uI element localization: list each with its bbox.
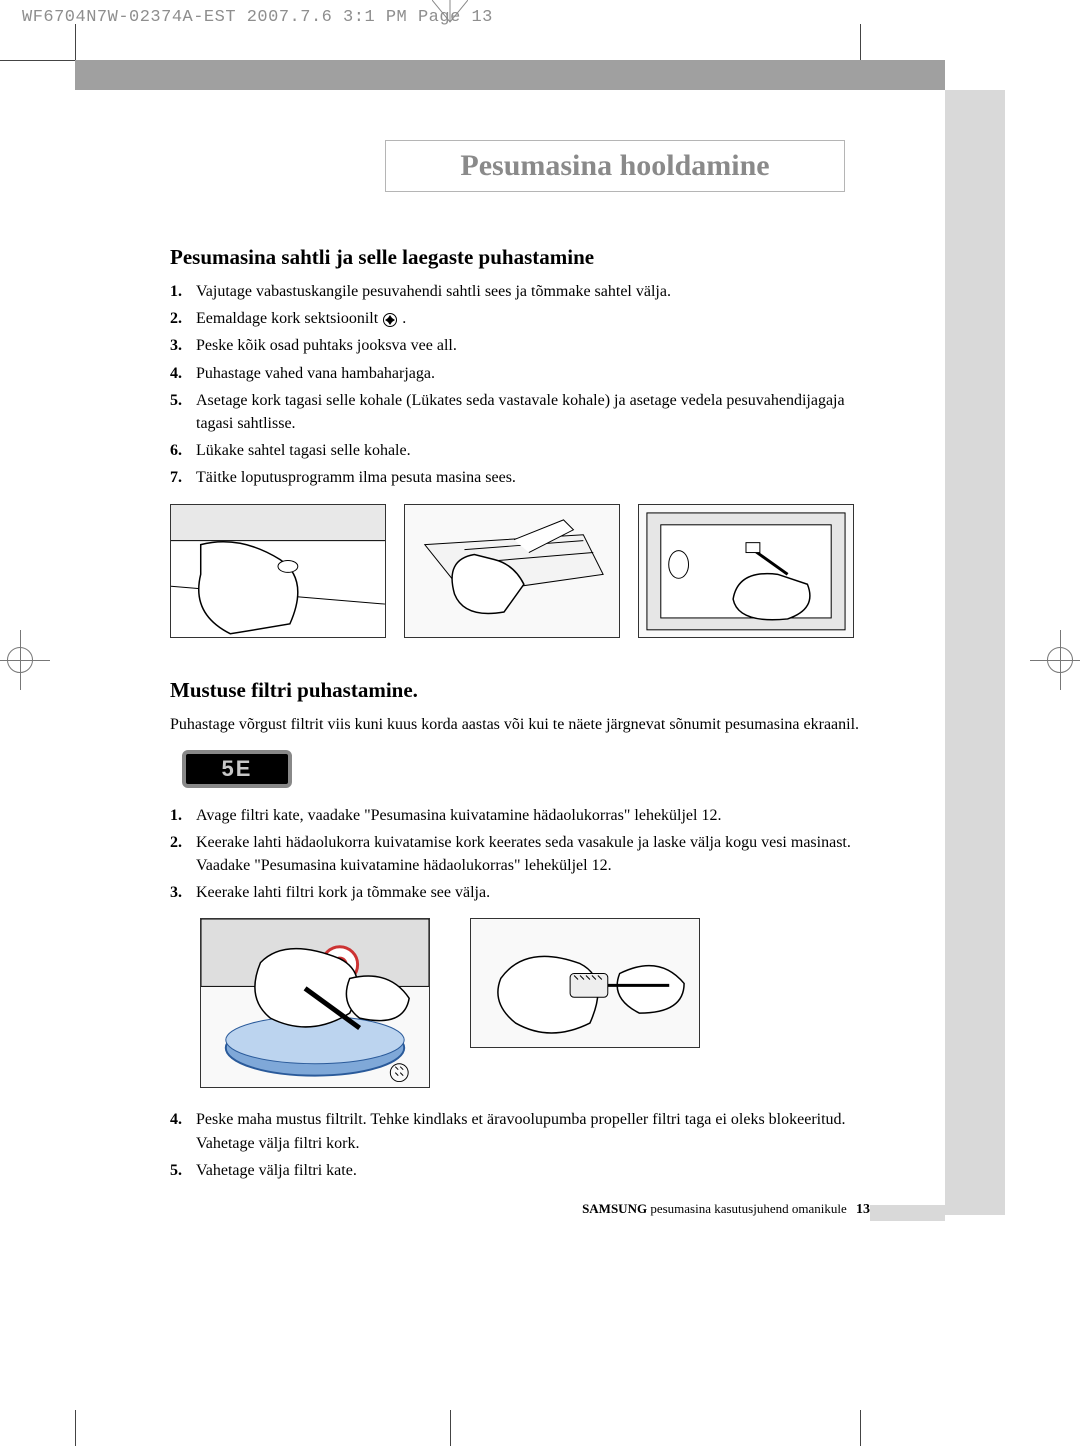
list-text: Peske maha mustus filtrilt. Tehke kindla… xyxy=(196,1111,846,1151)
illustration-drawer-press xyxy=(170,504,386,638)
illustration-row-1 xyxy=(170,504,870,638)
crop-mark xyxy=(450,1410,451,1446)
crop-mark xyxy=(0,60,75,61)
section2-list-b: 4.Peske maha mustus filtrilt. Tehke kind… xyxy=(170,1108,870,1182)
list-item: 4.Puhastage vahed vana hambaharjaga. xyxy=(170,362,870,385)
side-grey-bar xyxy=(945,90,1005,1215)
page-title: Pesumasina hooldamine xyxy=(460,149,769,183)
illustration-row-2 xyxy=(200,918,870,1088)
softener-icon xyxy=(382,312,398,328)
crop-mark xyxy=(860,1410,861,1446)
section2-list-a: 1.Avage filtri kate, vaadake "Pesumasina… xyxy=(170,804,870,905)
list-item: 4.Peske maha mustus filtrilt. Tehke kind… xyxy=(170,1108,870,1154)
list-item: 3.Keerake lahti filtri kork ja tõmmake s… xyxy=(170,881,870,904)
list-text: Vajutage vabastuskangile pesuvahendi sah… xyxy=(196,283,671,300)
list-text: Täitke loputusprogramm ilma pesuta masin… xyxy=(196,469,516,486)
crop-mark xyxy=(75,1410,76,1446)
illustration-drawer-wash xyxy=(404,504,620,638)
list-text: Keerake lahti filtri kork ja tõmmake see… xyxy=(196,884,490,901)
list-item: 5.Asetage kork tagasi selle kohale (Lüka… xyxy=(170,389,870,435)
error-code: 5E xyxy=(222,756,253,782)
registration-mark-icon xyxy=(1030,630,1080,690)
illustration-filter-clean xyxy=(470,918,700,1048)
list-text: Keerake lahti hädaolukorra kuivatamise k… xyxy=(196,834,851,874)
section2-lead: Puhastage võrgust filtrit viis kuni kuus… xyxy=(170,713,870,736)
crop-mark xyxy=(75,24,76,60)
list-item: 5.Vahetage välja filtri kate. xyxy=(170,1159,870,1182)
header-grey-bar xyxy=(75,60,945,90)
list-text: Eemaldage kork sektsioonilt xyxy=(196,310,382,327)
footer-text: pesumasina kasutusjuhend omanikule xyxy=(647,1201,847,1216)
footer-grey-bar xyxy=(870,1205,945,1221)
list-item: 1.Vajutage vabastuskangile pesuvahendi s… xyxy=(170,280,870,303)
section1-list: 1.Vajutage vabastuskangile pesuvahendi s… xyxy=(170,280,870,490)
list-text: Avage filtri kate, vaadake "Pesumasina k… xyxy=(196,807,721,824)
registration-mark-icon xyxy=(0,630,50,690)
illustration-drawer-brush xyxy=(638,504,854,638)
list-item: 3.Peske kõik osad puhtaks jooksva vee al… xyxy=(170,334,870,357)
list-text: Peske kõik osad puhtaks jooksva vee all. xyxy=(196,337,457,354)
list-item: 2.Keerake lahti hädaolukorra kuivatamise… xyxy=(170,831,870,877)
list-text: Lükake sahtel tagasi selle kohale. xyxy=(196,442,411,459)
page: WF6704N7W-02374A-EST 2007.7.6 3:1 PM Pag… xyxy=(0,0,1080,1446)
error-display: 5E xyxy=(182,750,292,788)
list-item: 6.Lükake sahtel tagasi selle kohale. xyxy=(170,439,870,462)
crop-mark xyxy=(860,24,861,60)
list-text: Vahetage välja filtri kate. xyxy=(196,1162,357,1179)
printer-header: WF6704N7W-02374A-EST 2007.7.6 3:1 PM Pag… xyxy=(22,8,493,27)
list-item: 2.Eemaldage kork sektsioonilt . xyxy=(170,307,870,330)
footer-page-number: 13 xyxy=(856,1202,870,1217)
fold-mark-icon xyxy=(432,0,468,36)
list-text: Asetage kork tagasi selle kohale (Lükate… xyxy=(196,392,845,432)
list-item: 1.Avage filtri kate, vaadake "Pesumasina… xyxy=(170,804,870,827)
list-text: Puhastage vahed vana hambaharjaga. xyxy=(196,365,435,382)
body-content: Pesumasina sahtli ja selle laegaste puha… xyxy=(170,245,870,1196)
section1-heading: Pesumasina sahtli ja selle laegaste puha… xyxy=(170,245,870,270)
footer-brand: SAMSUNG xyxy=(582,1201,647,1216)
page-footer: SAMSUNG pesumasina kasutusjuhend omaniku… xyxy=(170,1201,870,1218)
section2-heading: Mustuse filtri puhastamine. xyxy=(170,678,870,703)
list-item: 7.Täitke loputusprogramm ilma pesuta mas… xyxy=(170,466,870,489)
illustration-filter-unscrew xyxy=(200,918,430,1088)
page-title-box: Pesumasina hooldamine xyxy=(385,140,845,192)
